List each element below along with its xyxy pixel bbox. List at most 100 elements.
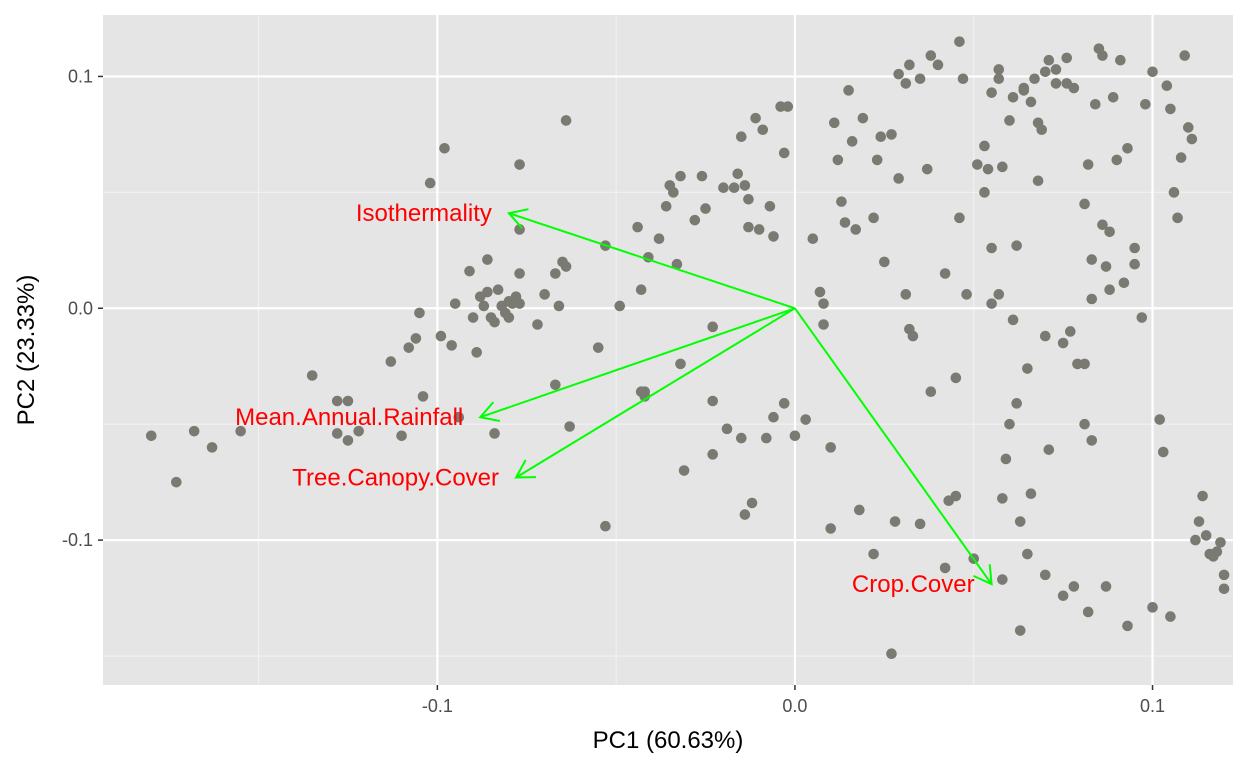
data-point	[1100, 261, 1112, 272]
data-point	[653, 233, 665, 245]
data-point	[1025, 96, 1037, 108]
data-point	[614, 300, 626, 312]
data-point	[632, 221, 643, 233]
data-point	[482, 254, 493, 265]
data-point	[1061, 52, 1073, 64]
data-point	[889, 516, 901, 527]
data-point	[464, 265, 475, 277]
data-point	[539, 289, 550, 300]
data-point	[986, 298, 997, 309]
data-point	[678, 465, 690, 476]
data-point	[235, 425, 246, 437]
data-point	[550, 379, 561, 391]
data-point	[954, 36, 965, 47]
data-point	[471, 347, 482, 358]
data-point	[1057, 590, 1069, 602]
x-tick-label: -0.1	[422, 696, 453, 716]
data-point	[492, 284, 504, 296]
data-point	[893, 173, 904, 184]
data-point	[1039, 569, 1051, 581]
data-point	[439, 143, 450, 154]
data-point	[868, 548, 879, 560]
data-point	[954, 212, 965, 224]
data-point	[1000, 453, 1012, 465]
data-point	[879, 256, 890, 268]
data-point	[503, 312, 515, 323]
data-point	[410, 333, 422, 344]
data-point	[424, 177, 436, 189]
data-point	[1014, 625, 1026, 636]
data-point	[306, 370, 318, 381]
data-point	[1079, 358, 1090, 370]
data-point	[435, 330, 447, 342]
data-point	[1043, 54, 1055, 66]
data-point	[1172, 212, 1183, 224]
data-point	[1215, 537, 1226, 548]
data-point	[1050, 78, 1062, 89]
data-point	[1039, 66, 1051, 78]
data-point	[1136, 312, 1148, 323]
data-point	[660, 200, 672, 212]
data-point	[1082, 606, 1094, 618]
data-point	[1086, 435, 1098, 446]
data-point	[900, 289, 912, 300]
data-point	[1079, 198, 1090, 210]
data-point	[728, 182, 740, 194]
loading-arrow	[478, 307, 796, 422]
data-point	[1100, 581, 1112, 592]
data-point	[1161, 80, 1173, 92]
data-point	[1011, 398, 1022, 409]
data-point	[1107, 92, 1119, 103]
data-point	[925, 386, 937, 398]
data-point	[1218, 569, 1230, 581]
minor-gridlines	[103, 15, 1233, 685]
data-point	[1186, 133, 1198, 145]
data-point	[489, 316, 500, 328]
data-point	[1154, 414, 1165, 425]
data-point	[342, 435, 354, 446]
data-point	[1165, 103, 1176, 115]
data-point	[932, 59, 944, 71]
data-point	[668, 187, 679, 198]
arrow-head	[478, 401, 501, 422]
data-point	[342, 395, 354, 407]
arrow-shaft	[508, 212, 796, 310]
data-point	[739, 180, 751, 191]
data-point	[1057, 337, 1069, 349]
data-point	[854, 504, 865, 516]
x-tick-label: 0.1	[1140, 696, 1165, 716]
data-point	[675, 170, 686, 182]
data-point	[1211, 546, 1223, 557]
y-tick-label: 0.1	[68, 66, 93, 86]
x-axis-ticks: -0.1 0.0 0.1	[422, 685, 1165, 716]
data-point	[914, 73, 926, 85]
data-point	[950, 372, 962, 384]
data-point	[467, 312, 479, 323]
data-point	[1111, 154, 1123, 166]
data-point	[993, 64, 1005, 75]
scatter-points	[145, 36, 1230, 660]
data-point	[857, 112, 869, 124]
data-point	[1004, 418, 1015, 430]
data-point	[736, 131, 747, 143]
data-point	[1175, 152, 1187, 163]
data-point	[800, 414, 811, 425]
data-point	[1022, 363, 1033, 374]
data-point	[1014, 516, 1026, 527]
data-point	[921, 163, 933, 175]
arrow-shaft	[479, 307, 796, 419]
data-point	[1122, 143, 1133, 154]
data-point	[514, 159, 525, 170]
arrow-shaft	[515, 307, 796, 479]
data-point	[904, 59, 915, 71]
data-point	[1086, 293, 1098, 305]
data-point	[782, 101, 794, 112]
y-tick-label: -0.1	[62, 530, 93, 550]
data-point	[417, 391, 429, 402]
data-point	[718, 182, 729, 194]
data-point	[564, 421, 575, 432]
data-point	[1082, 159, 1094, 170]
data-point	[886, 129, 897, 140]
data-point	[331, 428, 343, 439]
